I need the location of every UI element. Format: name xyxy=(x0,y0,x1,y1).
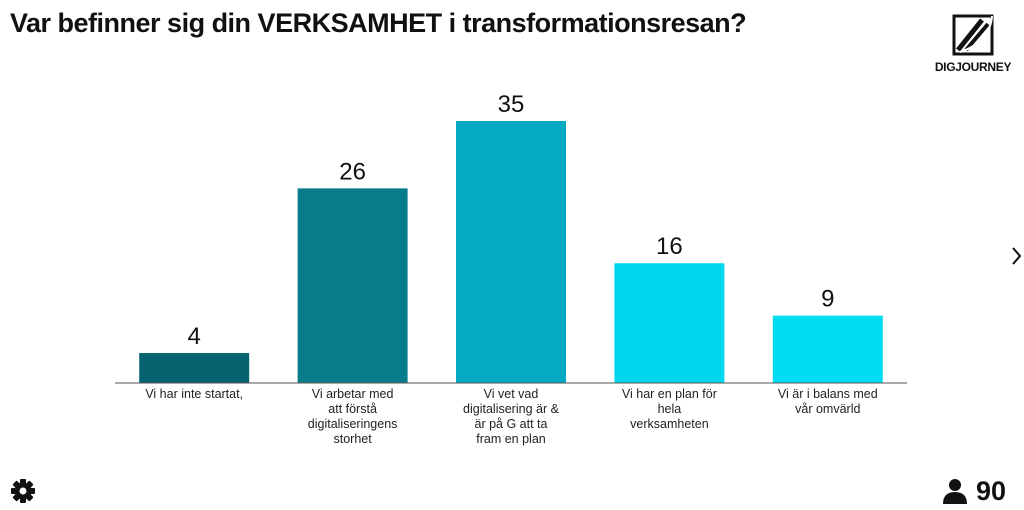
category-label-line: Vi vet vad xyxy=(484,387,539,401)
category-label: Vi har inte startat, xyxy=(145,387,243,401)
next-slide-button[interactable] xyxy=(1010,244,1024,268)
category-label-line: digitaliseringens xyxy=(308,417,398,431)
category-label: Vi arbetar med att förstå digitaliseringen… xyxy=(308,387,398,446)
category-label-line: vår omvärld xyxy=(795,402,860,416)
category-label-line: Vi är i balans med xyxy=(778,387,878,401)
data-label: 35 xyxy=(498,91,525,118)
digjourney-logo: DIGJOURNEY xyxy=(930,12,1020,78)
bar-chart: 4 Vi har inte startat, 26 Vi arbetar med att… xyxy=(115,91,907,446)
data-label: 16 xyxy=(656,233,683,260)
category-label-line: Vi har en plan för xyxy=(622,387,717,401)
page-title: Var befinner sig din VERKSAMHET i transf… xyxy=(10,8,747,38)
category-label-line: Vi har inte startat, xyxy=(145,387,243,401)
bar xyxy=(297,188,408,383)
bar xyxy=(139,353,250,383)
participants-count: 90 xyxy=(976,475,1007,506)
category-label-line: Vi arbetar med xyxy=(312,387,394,401)
participants-indicator: 90 xyxy=(942,474,1006,508)
category-label-line: storhet xyxy=(333,432,372,446)
logo-text: DIGJOURNEY xyxy=(934,60,1012,74)
category-label-line: är på G att ta xyxy=(475,417,548,431)
gear-icon xyxy=(11,479,35,503)
category-label-line: fram en plan xyxy=(476,432,546,446)
person-icon xyxy=(943,479,967,504)
data-label: 4 xyxy=(188,323,201,350)
category-label: Vi vet vad digitalisering är & är på G att… xyxy=(463,387,560,446)
settings-button[interactable] xyxy=(10,478,36,504)
logo-mark-icon xyxy=(952,14,994,56)
category-label: Vi har en plan för hela verksamheten xyxy=(622,387,717,431)
category-label-line: digitalisering är & xyxy=(463,402,560,416)
category-label-line: verksamheten xyxy=(630,417,709,431)
bar xyxy=(772,315,883,383)
data-label: 26 xyxy=(339,158,366,185)
data-label: 9 xyxy=(821,286,834,313)
category-label: Vi är i balans med vår omvärld xyxy=(778,387,878,416)
chevron-right-icon xyxy=(1012,247,1022,265)
bar xyxy=(456,121,566,383)
category-label-line: att förstå xyxy=(328,402,377,416)
category-label-line: hela xyxy=(658,402,682,416)
bar xyxy=(614,263,725,383)
